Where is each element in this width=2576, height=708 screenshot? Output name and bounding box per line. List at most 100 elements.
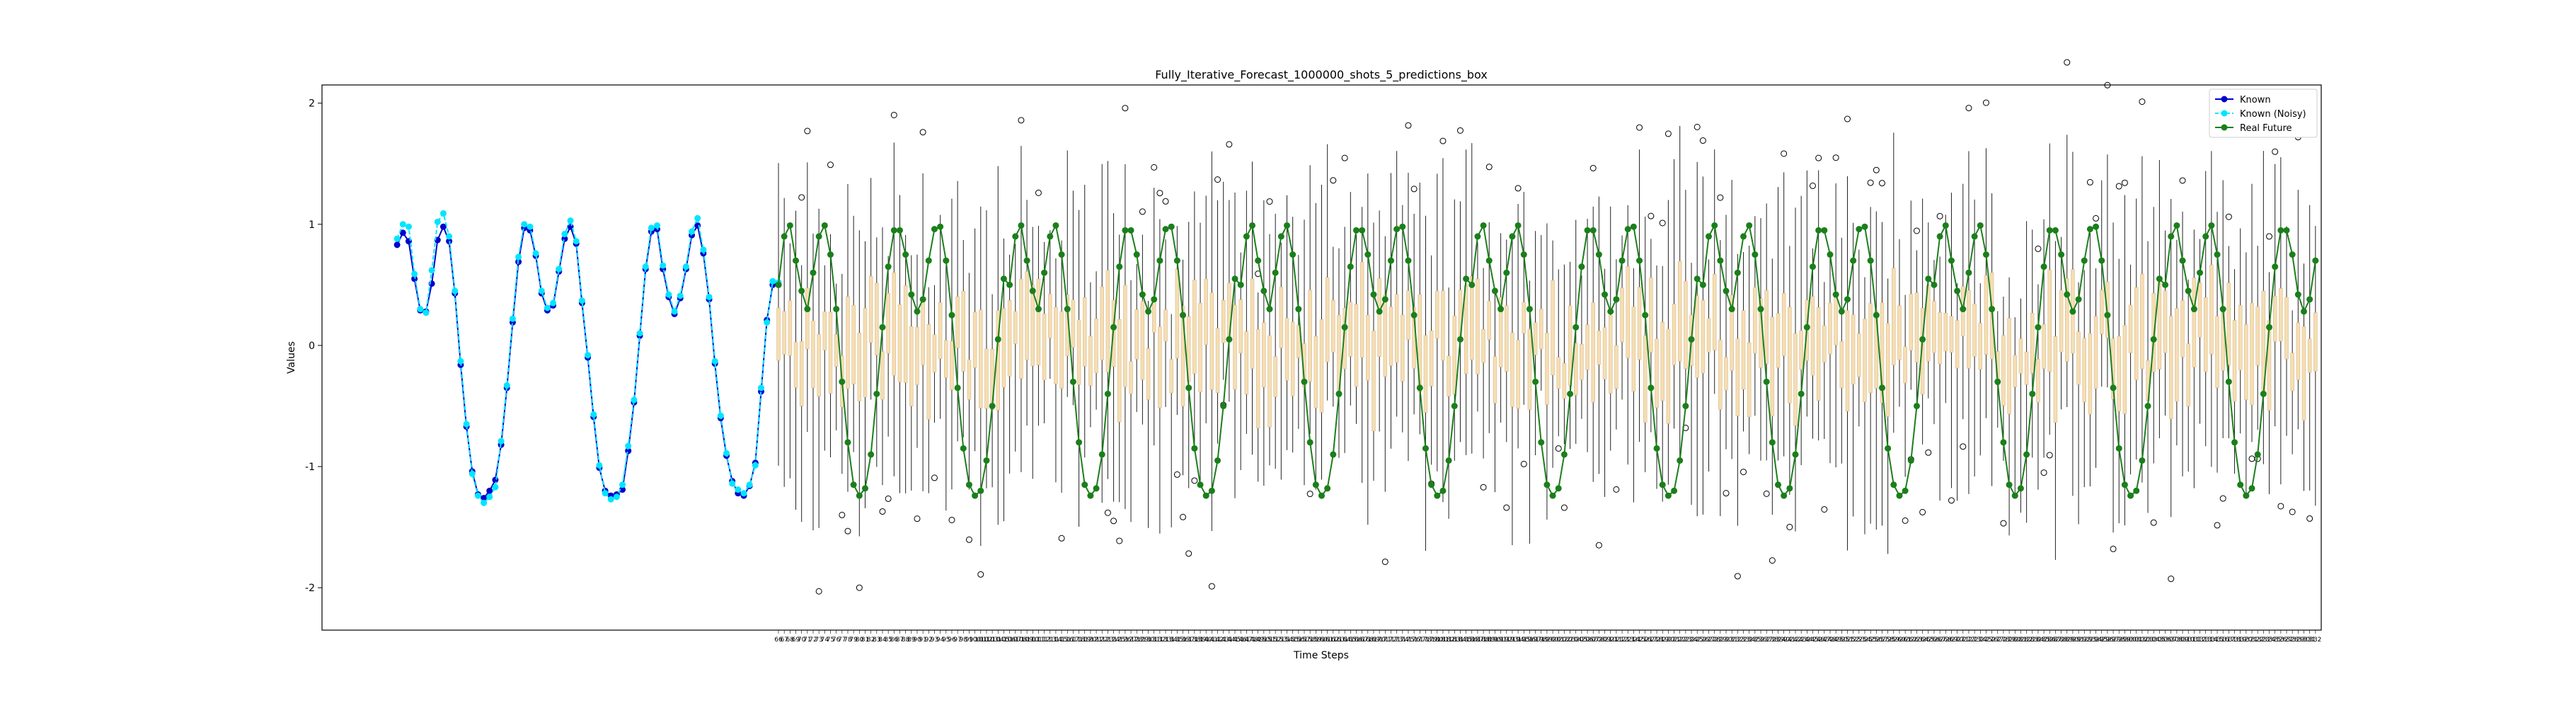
x-tick-label: 227 xyxy=(1703,636,1715,644)
x-tick-label: 87 xyxy=(896,636,904,644)
x-tick-label: 215 xyxy=(1633,636,1645,644)
real-future-point xyxy=(1064,306,1071,313)
outlier xyxy=(1659,219,1666,227)
box xyxy=(1655,338,1659,409)
legend-noisy-marker xyxy=(2221,110,2228,117)
real-future-point xyxy=(1093,485,1100,492)
real-future-point xyxy=(1208,487,1215,494)
real-future-point xyxy=(1595,251,1602,258)
real-future-point xyxy=(856,492,863,499)
outlier xyxy=(2035,245,2042,252)
x-tick-label: 332 xyxy=(2309,636,2321,644)
real-future-point xyxy=(1821,227,1828,234)
known-noisy-point xyxy=(498,438,505,445)
box xyxy=(1331,299,1335,353)
known-noisy-point xyxy=(740,490,747,497)
real-future-point xyxy=(2208,222,2215,229)
box xyxy=(1522,302,1526,334)
real-future-point xyxy=(2069,308,2076,315)
real-future-point xyxy=(2277,227,2284,234)
x-tick-label: 252 xyxy=(1847,636,1859,644)
x-tick-label: 126 xyxy=(1119,636,1131,644)
box xyxy=(1631,306,1636,392)
box xyxy=(2007,318,2011,414)
x-tick-label: 124 xyxy=(1108,636,1120,644)
prediction-boxes xyxy=(776,59,2318,595)
box xyxy=(1614,345,1618,389)
x-tick-label: 146 xyxy=(1235,636,1247,644)
box xyxy=(1354,304,1359,387)
x-tick-label: 184 xyxy=(1454,636,1466,644)
box xyxy=(2018,338,2023,374)
x-tick-label: 238 xyxy=(1766,636,1778,644)
outlier xyxy=(1330,177,1337,184)
x-tick-label: 81 xyxy=(861,636,869,644)
known-noisy-point xyxy=(515,253,522,261)
box xyxy=(1100,286,1104,360)
known-noisy-point xyxy=(682,263,689,270)
x-tick-label: 213 xyxy=(1622,636,1634,644)
box xyxy=(1868,303,1873,393)
real-future-point xyxy=(1607,308,1614,315)
outlier xyxy=(815,588,822,595)
real-future-point xyxy=(1636,257,1643,264)
real-future-point xyxy=(1272,269,1279,276)
x-tick-label: 259 xyxy=(1887,636,1899,644)
box xyxy=(1123,285,1127,387)
outlier xyxy=(1035,189,1042,196)
real-future-point xyxy=(1289,251,1296,258)
x-tick-label: 282 xyxy=(2020,636,2032,644)
box xyxy=(1146,348,1151,400)
box xyxy=(1169,359,1173,394)
x-tick-label: 193 xyxy=(1506,636,1518,644)
x-tick-label: 107 xyxy=(1009,636,1021,644)
x-tick-label: 261 xyxy=(1899,636,1911,644)
real-future-point xyxy=(977,487,984,494)
y-axis-label: Values xyxy=(286,341,297,374)
known-noisy-point xyxy=(509,315,516,322)
box xyxy=(1192,280,1197,374)
x-tick-label: 153 xyxy=(1275,636,1287,644)
real-future-point xyxy=(989,402,996,409)
box xyxy=(1076,319,1081,385)
real-future-point xyxy=(1578,263,1585,270)
real-future-point xyxy=(1907,457,1914,464)
x-tick-label: 133 xyxy=(1159,636,1171,644)
box xyxy=(1441,290,1445,361)
x-tick-label: 187 xyxy=(1471,636,1483,644)
real-future-point xyxy=(1422,445,1429,452)
outlier xyxy=(1664,130,1672,137)
box xyxy=(1342,307,1347,370)
real-future-point xyxy=(2312,257,2319,264)
box xyxy=(1158,326,1162,409)
outlier xyxy=(1878,180,1885,187)
x-tick-label: 254 xyxy=(1858,636,1870,644)
x-tick-label: 268 xyxy=(1940,636,1952,644)
outlier xyxy=(1925,449,1932,456)
real-future-point xyxy=(1942,222,1949,229)
x-tick-label: 170 xyxy=(1374,636,1386,644)
real-future-point xyxy=(2127,492,2134,499)
box xyxy=(1377,278,1381,357)
real-future-point xyxy=(1648,384,1655,392)
x-tick-label: 293 xyxy=(2084,636,2096,644)
x-tick-label: 224 xyxy=(1685,636,1697,644)
real-future-point xyxy=(1376,308,1383,315)
outlier xyxy=(2115,183,2122,190)
real-future-point xyxy=(1381,296,1388,303)
x-tick-label: 281 xyxy=(2015,636,2027,644)
box xyxy=(1892,268,1896,365)
x-tick-label: 104 xyxy=(992,636,1004,644)
box xyxy=(2272,295,2277,342)
x-tick-label: 251 xyxy=(1841,636,1853,644)
legend-noisy-label: Known (Noisy) xyxy=(2240,109,2306,120)
legend: Known Known (Noisy) Real Future xyxy=(2209,88,2318,138)
chart-title: Fully_Iterative_Forecast_1000000_shots_5… xyxy=(1155,68,1488,82)
outlier xyxy=(2272,148,2279,155)
x-tick-label: 138 xyxy=(1188,636,1200,644)
real-future-point xyxy=(1284,222,1291,229)
x-tick-label: 122 xyxy=(1096,636,1108,644)
x-tick-label: 235 xyxy=(1749,636,1761,644)
outlier xyxy=(1648,212,1655,219)
box xyxy=(2209,264,2214,355)
